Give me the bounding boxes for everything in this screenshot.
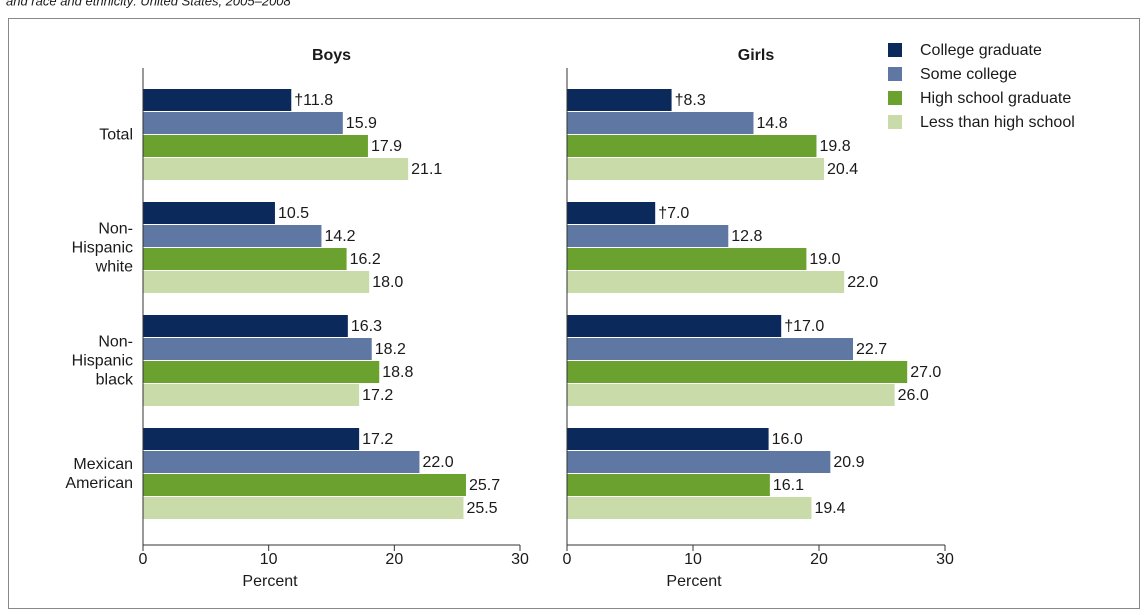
value-label: 14.2 bbox=[324, 228, 355, 245]
bar bbox=[143, 428, 360, 450]
bar bbox=[567, 248, 807, 270]
value-label: †8.3 bbox=[675, 92, 706, 109]
value-label: 15.9 bbox=[346, 115, 377, 132]
value-label: 12.8 bbox=[731, 228, 762, 245]
bar bbox=[567, 428, 769, 450]
bar bbox=[567, 451, 831, 473]
value-label: 17.2 bbox=[362, 431, 393, 448]
value-label: 18.0 bbox=[372, 274, 403, 291]
bar bbox=[567, 158, 825, 180]
chart-title: and race and ethnicity: United States, 2… bbox=[6, 0, 292, 8]
x-tick-label: 0 bbox=[563, 551, 572, 568]
value-label: 19.4 bbox=[814, 500, 845, 517]
bar bbox=[567, 225, 729, 247]
value-label: 25.5 bbox=[466, 500, 497, 517]
bar bbox=[143, 202, 275, 224]
value-label: 19.0 bbox=[809, 251, 840, 268]
bar bbox=[143, 135, 368, 157]
bar bbox=[143, 384, 360, 406]
value-label: †7.0 bbox=[658, 205, 689, 222]
legend-label: College graduate bbox=[920, 42, 1042, 59]
frame bbox=[8, 18, 1140, 609]
bar bbox=[143, 225, 322, 247]
value-label: 25.7 bbox=[469, 477, 500, 494]
x-tick-label: 10 bbox=[684, 551, 702, 568]
bar bbox=[143, 112, 343, 134]
x-tick-label: 30 bbox=[511, 551, 529, 568]
value-label: 18.2 bbox=[375, 341, 406, 358]
value-label: 22.0 bbox=[422, 454, 453, 471]
x-tick-label: 30 bbox=[936, 551, 954, 568]
value-label: †17.0 bbox=[784, 318, 824, 335]
bar bbox=[567, 202, 656, 224]
bar bbox=[143, 89, 292, 111]
bar bbox=[143, 315, 348, 337]
bar bbox=[567, 384, 895, 406]
bar bbox=[567, 89, 672, 111]
bar bbox=[143, 248, 347, 270]
bar bbox=[143, 474, 466, 496]
value-label: 21.1 bbox=[411, 161, 442, 178]
bar bbox=[143, 361, 380, 383]
value-label: 16.0 bbox=[772, 431, 803, 448]
legend-label: High school graduate bbox=[920, 90, 1071, 107]
value-label: 19.8 bbox=[819, 138, 850, 155]
value-label: †11.8 bbox=[294, 92, 333, 109]
value-label: 16.1 bbox=[773, 477, 804, 494]
bar bbox=[567, 474, 770, 496]
value-label: 20.9 bbox=[833, 454, 864, 471]
bar bbox=[143, 271, 370, 293]
value-label: 20.4 bbox=[827, 161, 858, 178]
value-label: 16.2 bbox=[350, 251, 381, 268]
category-label: Non-Hispanic black bbox=[71, 333, 133, 389]
value-label: 18.8 bbox=[382, 364, 413, 381]
legend-label: Less than high school bbox=[920, 114, 1075, 131]
panel-title: Girls bbox=[738, 47, 775, 64]
value-label: 17.2 bbox=[362, 387, 393, 404]
value-label: 26.0 bbox=[898, 387, 929, 404]
x-tick-label: 20 bbox=[385, 551, 403, 568]
bar bbox=[143, 497, 464, 519]
value-label: 22.7 bbox=[856, 341, 887, 358]
value-label: 27.0 bbox=[910, 364, 941, 381]
value-label: 17.9 bbox=[371, 138, 402, 155]
value-label: 10.5 bbox=[278, 205, 309, 222]
panel-title: Boys bbox=[312, 47, 351, 64]
legend-swatch bbox=[888, 43, 902, 57]
bar bbox=[143, 451, 420, 473]
bar bbox=[143, 338, 372, 360]
legend-swatch bbox=[888, 91, 902, 105]
bar bbox=[567, 497, 812, 519]
bar bbox=[567, 315, 782, 337]
value-label: 22.0 bbox=[847, 274, 878, 291]
category-label: Non-Hispanic white bbox=[71, 220, 133, 276]
legend-swatch bbox=[888, 115, 902, 129]
bar bbox=[567, 112, 754, 134]
bar bbox=[567, 361, 908, 383]
category-label: Mexican American bbox=[65, 456, 133, 492]
category-label: Total bbox=[99, 126, 133, 144]
legend-swatch bbox=[888, 67, 902, 81]
x-axis-label: Percent bbox=[666, 573, 722, 590]
x-tick-label: 0 bbox=[139, 551, 148, 568]
bar bbox=[567, 271, 845, 293]
legend-label: Some college bbox=[920, 66, 1017, 83]
bar bbox=[143, 158, 409, 180]
x-tick-label: 10 bbox=[260, 551, 278, 568]
x-axis-label: Percent bbox=[242, 573, 298, 590]
bar bbox=[567, 135, 817, 157]
bar bbox=[567, 338, 854, 360]
x-tick-label: 20 bbox=[810, 551, 828, 568]
value-label: 16.3 bbox=[351, 318, 382, 335]
value-label: 14.8 bbox=[756, 115, 787, 132]
